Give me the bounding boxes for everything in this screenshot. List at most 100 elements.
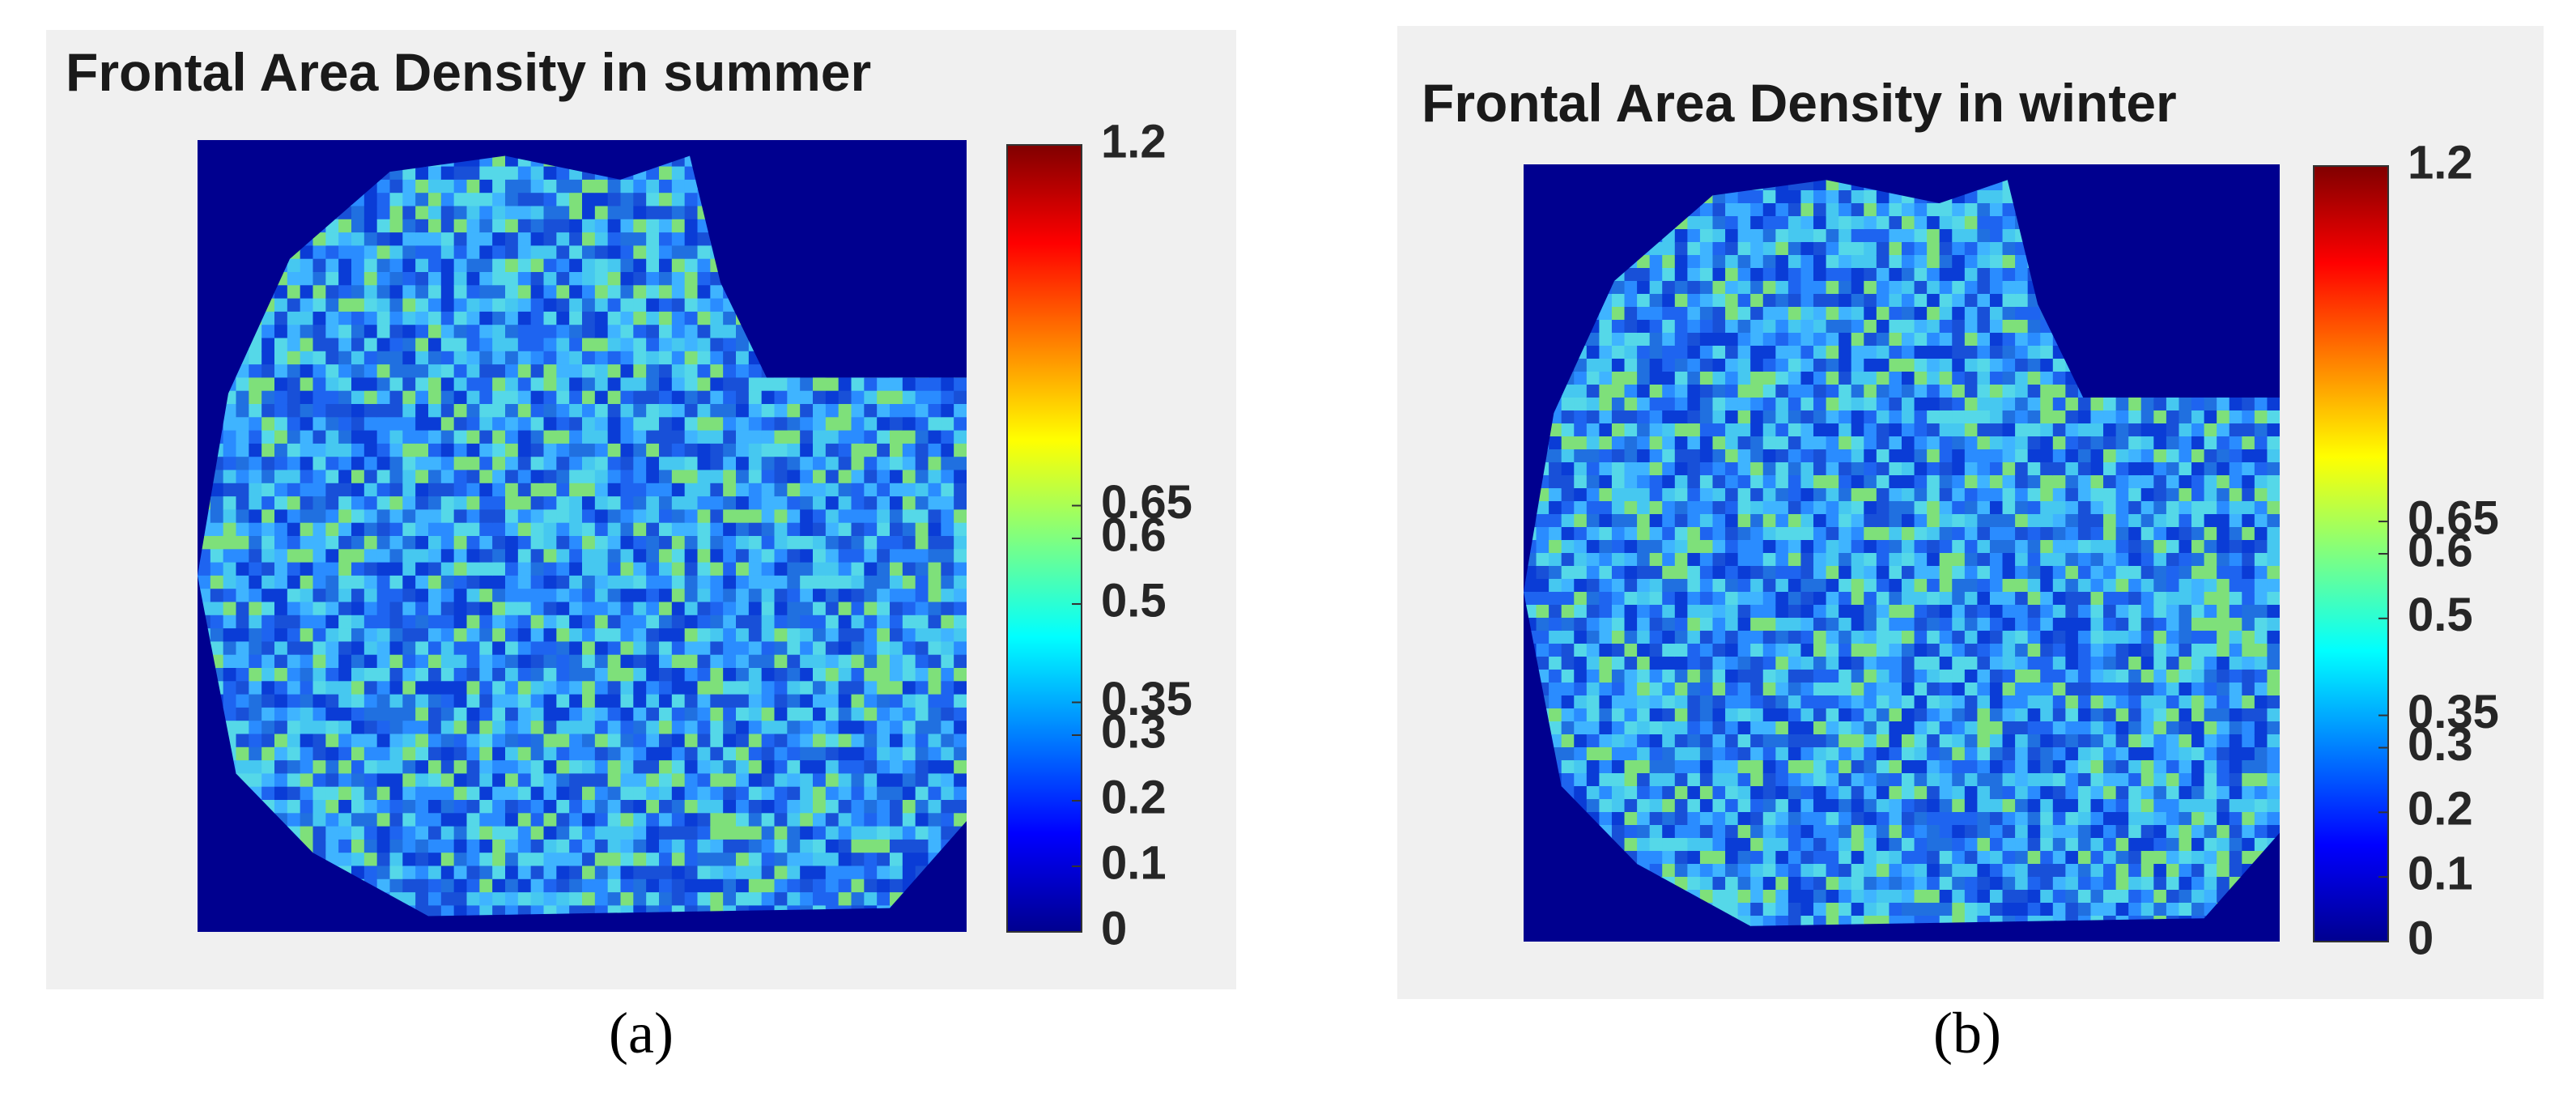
map-cell [620, 457, 634, 471]
map-cell [1699, 488, 1714, 502]
map-cell [915, 734, 929, 748]
map-cell [954, 575, 967, 589]
map-cell [620, 417, 634, 432]
map-cell [569, 245, 583, 260]
map-cell [223, 443, 237, 457]
map-cell [556, 232, 570, 246]
map-cell [223, 628, 237, 642]
map-cell [1574, 398, 1588, 411]
map-cell [363, 813, 378, 827]
map-cell [492, 390, 506, 405]
map-cell [1775, 838, 1789, 852]
map-cell [1611, 605, 1626, 619]
map-cell [492, 615, 506, 629]
map-cell [274, 390, 288, 405]
map-cell [646, 721, 660, 735]
map-cell [223, 602, 237, 616]
map-cell [517, 905, 532, 916]
map-cell [1687, 838, 1701, 852]
map-cell [351, 206, 365, 220]
map-cell [1536, 579, 1549, 593]
map-cell [1687, 242, 1701, 256]
map-cell [723, 721, 737, 735]
map-cell [556, 760, 570, 774]
map-cell [941, 786, 954, 801]
map-cell [1624, 708, 1638, 722]
map-cell [941, 390, 954, 405]
map-cell [402, 865, 416, 880]
map-cell [556, 390, 570, 405]
map-cell [761, 509, 776, 524]
map-cell [325, 589, 339, 603]
map-cell [249, 430, 262, 444]
map-cell [1674, 618, 1688, 632]
map-cell [1687, 462, 1701, 476]
map-cell [1611, 307, 1626, 321]
map-cell [556, 193, 570, 207]
map-cell [902, 681, 916, 695]
map-cell [453, 404, 468, 418]
map-cell [543, 298, 557, 313]
map-cell [954, 707, 967, 721]
map-cell [428, 193, 442, 207]
map-cell [479, 865, 493, 880]
map-cell [312, 562, 326, 576]
map-cell [249, 390, 262, 405]
map-cell [902, 549, 916, 564]
map-cell [389, 522, 403, 537]
map-cell [530, 166, 545, 181]
map-cell [671, 853, 686, 867]
map-cell [453, 800, 468, 814]
map-cell [928, 430, 942, 444]
map-cell [1637, 773, 1651, 787]
map-cell [300, 496, 314, 510]
map-cell [466, 549, 480, 564]
map-cell [210, 562, 224, 576]
map-cell [530, 905, 545, 916]
map-cell [1637, 268, 1651, 282]
map-cell [325, 536, 339, 550]
map-cell [274, 351, 288, 365]
map-cell [671, 311, 686, 325]
map-cell [774, 430, 788, 444]
map-cell [787, 694, 801, 708]
map-cell [428, 681, 442, 695]
map-cell [428, 258, 442, 273]
map-cell [453, 470, 468, 484]
map-cell [402, 232, 416, 246]
map-cell [838, 707, 852, 721]
map-cell [363, 826, 378, 840]
map-cell [466, 496, 480, 510]
colorbar-tick-label: 0.35 [1101, 673, 1192, 725]
map-cell [1637, 488, 1651, 502]
map-cell [261, 457, 275, 471]
map-cell [466, 615, 480, 629]
map-cell [582, 364, 596, 378]
map-cell [1762, 333, 1776, 347]
map-cell [466, 351, 480, 365]
map-cell [466, 522, 480, 537]
map-cell [261, 390, 275, 405]
map-cell [1787, 553, 1802, 567]
map-cell [428, 232, 442, 246]
map-cell [877, 562, 891, 576]
map-cell [1800, 631, 1814, 644]
map-cell [633, 865, 647, 880]
map-cell [325, 549, 339, 564]
map-cell [838, 786, 852, 801]
map-cell [312, 615, 326, 629]
map-cell [774, 681, 788, 695]
map-cell [530, 773, 545, 788]
map-cell [440, 905, 455, 916]
map-cell [338, 470, 352, 484]
map-cell [877, 549, 891, 564]
map-cell [1775, 670, 1789, 683]
map-cell [543, 338, 557, 352]
map-cell [1674, 579, 1688, 593]
map-cell [928, 628, 942, 642]
map-cell [928, 404, 942, 418]
map-cell [505, 892, 519, 906]
map-cell [389, 390, 403, 405]
map-cell [261, 404, 275, 418]
map-cell [825, 522, 840, 537]
